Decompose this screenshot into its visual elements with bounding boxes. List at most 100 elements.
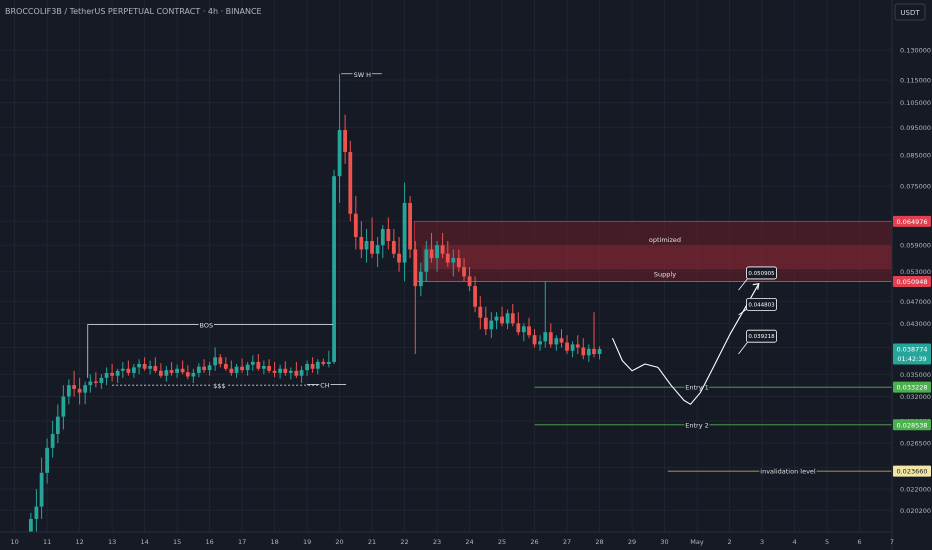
candle-body [158,370,163,376]
candle-body [61,396,66,417]
choch-label: CH [320,381,330,389]
entry2-label: Entry 2 [685,421,709,429]
candle-body [288,370,293,373]
time-axis-background [0,532,932,550]
candle-body [294,370,299,376]
zones-layer: optimized Supply [413,220,893,282]
candle-body [418,271,423,287]
y-tick-label: 0.059000 [900,242,931,250]
x-tick-label: 26 [530,538,538,546]
candle-body [343,130,347,153]
entry1-tag [893,381,931,393]
candle-body [142,363,147,369]
target-callout-label: 0.039218 [748,334,775,340]
x-tick-label: 14 [140,538,148,546]
candle-body [559,338,564,343]
candle-body [510,313,515,324]
candle-body [245,364,250,371]
candle-body [34,506,39,519]
supply-label: Supply [654,270,676,278]
candle-body [88,381,93,386]
candle-body [375,245,380,254]
x-tick-label: 15 [173,538,181,546]
candle-body [196,366,201,373]
candle-body [516,323,521,333]
candle-body [532,335,537,345]
target-callout-box [746,329,777,343]
candle-body [483,317,488,330]
candle-body [267,365,271,371]
currency-button[interactable] [894,3,926,21]
x-tick-label: 20 [335,538,343,546]
candle-body [370,241,374,254]
candle-body [137,363,141,368]
candle-body [185,372,190,377]
candle-body [66,385,71,397]
candle-body [413,249,418,287]
candle-body [110,372,115,376]
candle-body [538,341,542,345]
x-tick-label: 5 [825,538,829,546]
candle-body [83,385,88,393]
x-tick-label: 11 [43,538,51,546]
currency-label: USDT [900,9,920,17]
candle-body [104,372,109,378]
candle-body [202,366,206,371]
candle-body [299,370,304,376]
price-axis-background [892,0,932,550]
entry1-label: Entry 1 [685,384,709,392]
candle-body [332,176,336,362]
x-tick-label: May [690,538,704,546]
candle-body [548,332,553,345]
y-tick-label: 0.105000 [900,99,931,107]
candle-body [364,241,369,250]
candle-body [462,267,466,277]
candle-body [50,433,55,448]
candle-body [315,361,320,369]
supply-top-tag-label: 0.064976 [896,218,927,226]
candle-body [153,365,158,371]
entry2-tag-label: 0.028538 [896,421,927,429]
candle-body [408,202,412,250]
x-tick-label: 18 [270,538,278,546]
candle-body [380,228,385,246]
entry2-tag [893,419,931,431]
candle-body [115,370,120,376]
candle-body [451,258,456,263]
candle-body [597,349,602,354]
candle-body [191,372,196,377]
candle-body [592,348,596,354]
entry1-tag-label: 0.033228 [896,384,927,392]
supply-bottom-tag [893,275,931,287]
candle-body [565,342,569,351]
y-tick-label: 0.085000 [900,151,931,159]
y-tick-label: 0.095000 [900,124,931,132]
x-tick-label: 27 [563,538,571,546]
x-tick-label: 12 [75,538,83,546]
x-tick-label: 17 [238,538,246,546]
candle-body [505,313,510,324]
candle-body [256,361,261,369]
candle-body [310,363,315,369]
projected-path-arrowhead [752,282,760,290]
target-callout-label: 0.044803 [748,302,775,308]
supply-zone [413,220,893,282]
candle-body [570,344,575,351]
y-tick-label: 0.032000 [900,393,931,401]
candle-body [424,249,429,272]
candle-body [77,388,82,393]
optimized-zone [422,245,892,270]
countdown-label: 01:42:39 [897,355,926,363]
y-tick-label: 0.035000 [900,371,931,379]
x-tick-label: 6 [857,538,861,546]
y-tick-label: 0.115000 [900,77,931,85]
x-tick-label: 25 [498,538,506,546]
supply-bottom-tag-label: 0.050948 [896,278,927,286]
drawings-layer: BOS $$$ CH SW H Entry 1 Entry 2 invalidation l… [87,69,892,477]
chart-title: BROCCOLIF3B / TetherUS PERPETUAL CONTRAC… [5,7,262,16]
candle-body [93,381,98,383]
x-tick-label: 29 [628,538,636,546]
candle-body [494,316,499,321]
projected-path [611,283,760,405]
